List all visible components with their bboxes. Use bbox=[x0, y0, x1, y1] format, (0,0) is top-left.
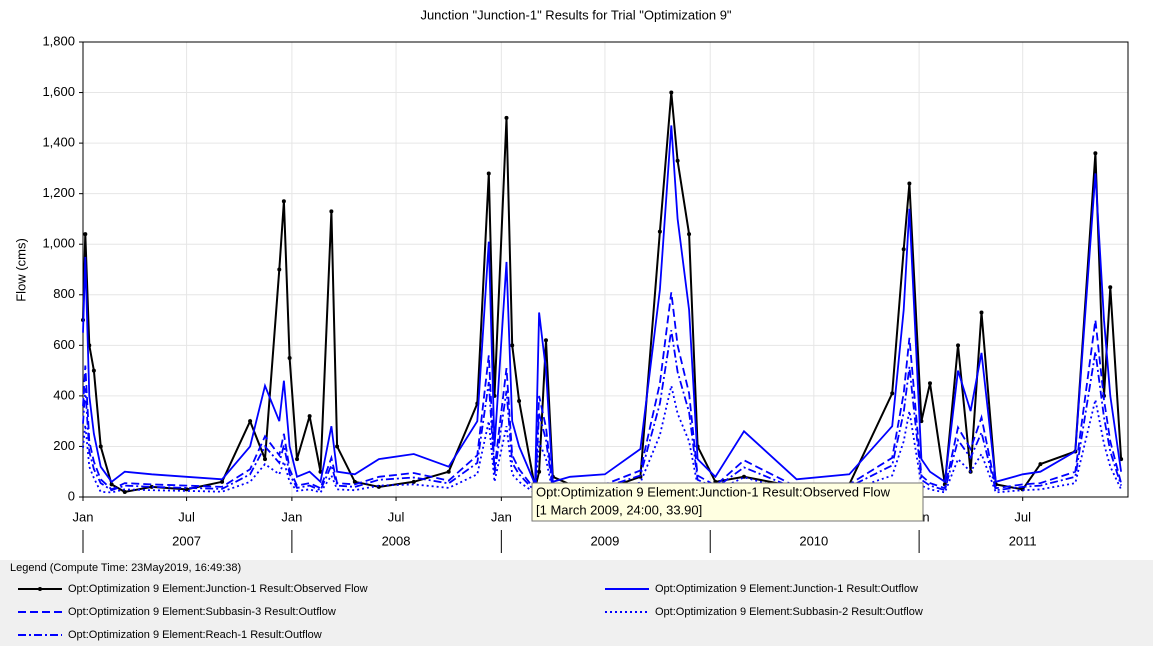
data-point bbox=[446, 469, 451, 474]
data-point bbox=[504, 115, 509, 120]
data-point bbox=[281, 199, 286, 204]
x-tick-label: Jan bbox=[281, 509, 302, 524]
x-tick-label: Jul bbox=[178, 509, 195, 524]
x-tick-label: Jul bbox=[388, 509, 405, 524]
data-point bbox=[486, 171, 491, 176]
legend-label: Opt:Optimization 9 Element:Subbasin-2 Re… bbox=[655, 606, 923, 618]
data-point bbox=[687, 232, 692, 237]
data-point bbox=[287, 355, 292, 360]
data-line bbox=[82, 125, 1122, 485]
data-point bbox=[1093, 151, 1098, 156]
data-point bbox=[543, 338, 548, 343]
data-point bbox=[1108, 285, 1113, 290]
legend-label: Opt:Optimization 9 Element:Junction-1 Re… bbox=[655, 583, 918, 595]
data-point bbox=[517, 398, 522, 403]
data-point bbox=[927, 381, 932, 386]
data-point bbox=[979, 310, 984, 315]
tooltip: Opt:Optimization 9 Element:Junction-1 Re… bbox=[531, 482, 924, 522]
y-tick-label: 600 bbox=[53, 337, 75, 352]
year-label: 2009 bbox=[590, 533, 619, 548]
data-point bbox=[277, 267, 282, 272]
tooltip-text: [1 March 2009, 24:00, 33.90] bbox=[536, 502, 702, 517]
legend-title: Legend (Compute Time: 23May2019, 16:49:3… bbox=[10, 562, 241, 574]
data-point bbox=[91, 368, 96, 373]
y-tick-label: 1,800 bbox=[42, 33, 75, 48]
x-tick-label: Jan bbox=[73, 509, 94, 524]
data-point bbox=[675, 158, 680, 163]
y-tick-label: 1,000 bbox=[42, 236, 75, 251]
y-tick-label: 1,600 bbox=[42, 84, 75, 99]
data-point bbox=[329, 209, 334, 214]
data-line bbox=[82, 292, 1122, 493]
year-label: 2011 bbox=[1009, 533, 1037, 548]
data-point bbox=[149, 484, 154, 489]
data-point bbox=[220, 479, 225, 484]
data-point bbox=[335, 444, 340, 449]
legend-marker bbox=[38, 587, 42, 591]
legend-label: Opt:Optimization 9 Element:Junction-1 Re… bbox=[68, 583, 368, 595]
chart-title: Junction "Junction-1" Results for Trial … bbox=[420, 7, 731, 22]
data-point bbox=[83, 232, 88, 237]
y-tick-label: 1,200 bbox=[42, 185, 75, 200]
data-point bbox=[741, 474, 746, 479]
y-tick-label: 200 bbox=[53, 438, 75, 453]
year-label: 2010 bbox=[799, 533, 828, 548]
legend-label: Opt:Optimization 9 Element:Subbasin-3 Re… bbox=[68, 606, 336, 618]
year-label: 2007 bbox=[172, 533, 201, 548]
y-tick-label: 800 bbox=[53, 286, 75, 301]
data-point bbox=[262, 457, 267, 462]
data-point bbox=[510, 343, 515, 348]
data-point bbox=[307, 414, 312, 419]
data-point bbox=[669, 90, 674, 95]
data-point bbox=[122, 489, 127, 494]
data-point bbox=[657, 229, 662, 234]
data-point bbox=[901, 247, 906, 252]
legend-label: Opt:Optimization 9 Element:Reach-1 Resul… bbox=[68, 629, 322, 641]
data-point bbox=[98, 444, 103, 449]
tooltip-text: Opt:Optimization 9 Element:Junction-1 Re… bbox=[536, 484, 891, 499]
data-point bbox=[907, 181, 912, 186]
tooltip-box bbox=[531, 482, 924, 522]
data-point bbox=[109, 482, 114, 487]
data-point bbox=[248, 419, 253, 424]
data-point bbox=[956, 343, 961, 348]
data-point bbox=[295, 457, 300, 462]
y-tick-label: 400 bbox=[53, 387, 75, 402]
x-tick-label: Jul bbox=[1014, 509, 1031, 524]
data-point bbox=[1038, 462, 1043, 467]
data-line bbox=[82, 330, 1122, 494]
chart-background bbox=[0, 0, 1153, 560]
data-point bbox=[537, 469, 542, 474]
y-tick-label: 1,400 bbox=[42, 135, 75, 150]
x-tick-label: Jan bbox=[491, 509, 512, 524]
data-point bbox=[890, 391, 895, 396]
year-label: 2008 bbox=[382, 533, 411, 548]
data-point bbox=[411, 479, 416, 484]
data-point bbox=[352, 479, 357, 484]
y-tick-label: 0 bbox=[68, 488, 75, 503]
data-line bbox=[82, 385, 1122, 495]
y-axis-label: Flow (cms) bbox=[13, 238, 28, 302]
